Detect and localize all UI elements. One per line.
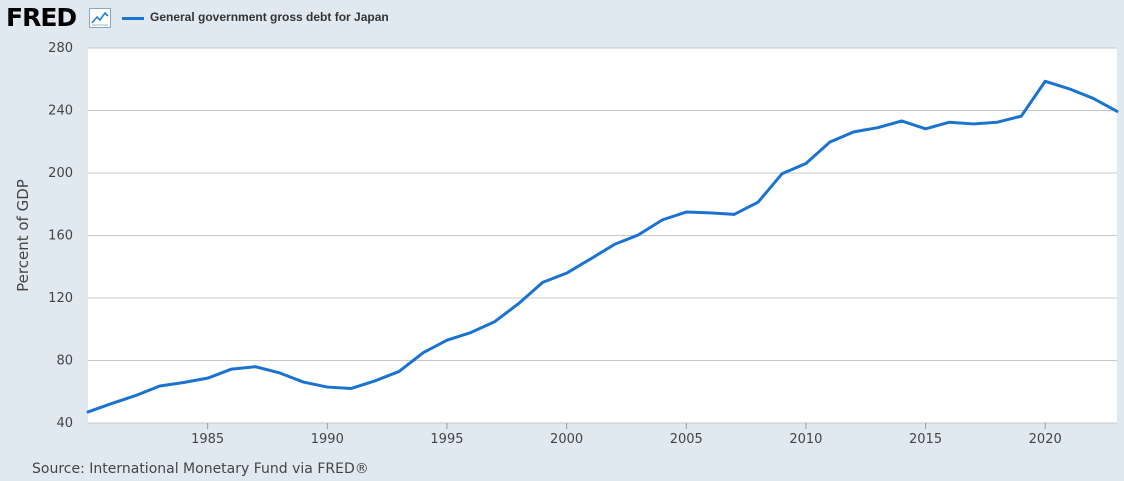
data-point[interactable] xyxy=(85,409,91,415)
data-point[interactable] xyxy=(372,378,378,384)
y-tick-label: 200 xyxy=(48,166,73,181)
y-tick-label: 120 xyxy=(48,291,73,306)
data-point[interactable] xyxy=(540,279,546,285)
x-tick-label: 1995 xyxy=(430,432,463,447)
x-tick-label: 1990 xyxy=(311,432,344,447)
data-point[interactable] xyxy=(755,199,761,205)
data-point[interactable] xyxy=(875,125,881,131)
x-tick-label: 2000 xyxy=(550,432,583,447)
fred-logo[interactable]: FRED xyxy=(6,3,77,32)
legend-swatch xyxy=(122,17,144,20)
data-point[interactable] xyxy=(181,380,187,386)
gridlines xyxy=(88,47,1117,424)
data-point[interactable] xyxy=(348,385,354,391)
y-tick-label: 240 xyxy=(48,104,73,119)
data-point[interactable] xyxy=(1114,108,1120,114)
data-point[interactable] xyxy=(923,126,929,132)
x-tick-label: 2005 xyxy=(670,432,703,447)
y-tick-label: 280 xyxy=(48,41,73,56)
y-tick-labels: 40 80 120 160 200 240 280 xyxy=(48,41,73,431)
data-point[interactable] xyxy=(779,171,785,177)
data-point[interactable] xyxy=(946,119,952,125)
line-chart-icon xyxy=(89,8,111,28)
data-point[interactable] xyxy=(444,337,450,343)
data-point[interactable] xyxy=(468,330,474,336)
data-point[interactable] xyxy=(276,370,282,376)
data-point[interactable] xyxy=(324,384,330,390)
data-point[interactable] xyxy=(492,319,498,325)
x-tick-label: 2010 xyxy=(789,432,822,447)
data-point[interactable] xyxy=(707,210,713,216)
data-point[interactable] xyxy=(827,139,833,145)
data-point[interactable] xyxy=(396,368,402,374)
data-point[interactable] xyxy=(229,366,235,372)
data-point[interactable] xyxy=(420,350,426,356)
y-axis-label: Percent of GDP xyxy=(14,179,32,292)
data-point[interactable] xyxy=(157,383,163,389)
data-point[interactable] xyxy=(851,129,857,135)
data-point[interactable] xyxy=(253,364,259,370)
data-point[interactable] xyxy=(1090,95,1096,101)
data-point[interactable] xyxy=(588,256,594,262)
data-point[interactable] xyxy=(109,400,115,406)
data-point[interactable] xyxy=(611,241,617,247)
data-point[interactable] xyxy=(994,119,1000,125)
data-point[interactable] xyxy=(731,211,737,217)
data-point[interactable] xyxy=(133,393,139,399)
chart-header: FRED General government gross debt for J… xyxy=(0,0,1124,36)
y-tick-label: 40 xyxy=(56,416,73,431)
data-point[interactable] xyxy=(970,121,976,127)
data-point[interactable] xyxy=(803,160,809,166)
series-line[interactable] xyxy=(86,79,1119,414)
source-note: Source: International Monetary Fund via … xyxy=(32,461,369,477)
x-tick-label: 1985 xyxy=(191,432,224,447)
data-point[interactable] xyxy=(516,300,522,306)
data-point[interactable] xyxy=(300,379,306,385)
x-tick-label: 2020 xyxy=(1029,432,1062,447)
data-point[interactable] xyxy=(899,118,905,124)
data-point[interactable] xyxy=(659,217,665,223)
x-tick-label: 2015 xyxy=(909,432,942,447)
x-tick-labels: 1985 1990 1995 2000 2005 2010 2015 2020 xyxy=(191,423,1062,447)
y-tick-label: 80 xyxy=(56,354,73,369)
y-tick-label: 160 xyxy=(48,229,73,244)
data-point[interactable] xyxy=(1042,78,1048,84)
data-point[interactable] xyxy=(1066,86,1072,92)
data-point[interactable] xyxy=(564,270,570,276)
data-point[interactable] xyxy=(635,232,641,238)
legend-label: General government gross debt for Japan xyxy=(150,10,389,24)
data-point[interactable] xyxy=(205,375,211,381)
data-point[interactable] xyxy=(683,209,689,215)
data-point[interactable] xyxy=(1018,113,1024,119)
